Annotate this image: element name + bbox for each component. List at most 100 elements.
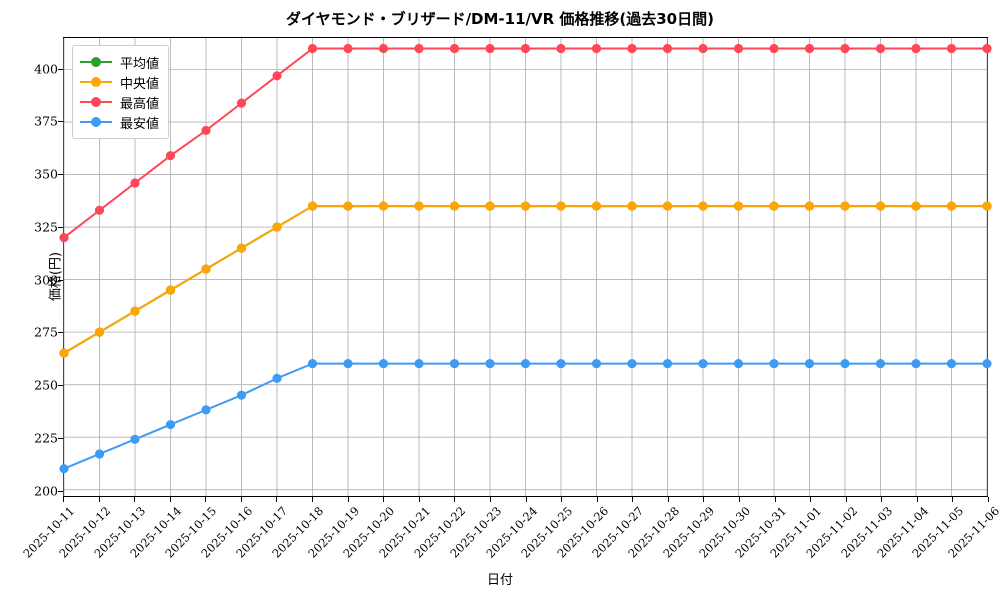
data-point bbox=[130, 306, 140, 316]
x-tick-mark bbox=[454, 497, 456, 502]
data-point bbox=[840, 43, 850, 54]
y-tick-mark bbox=[58, 437, 63, 439]
x-tick-mark bbox=[134, 497, 136, 502]
y-tick-label: 325 bbox=[34, 219, 58, 235]
legend-swatch-icon bbox=[80, 95, 112, 109]
x-tick-mark bbox=[703, 497, 705, 502]
y-tick-mark bbox=[58, 332, 63, 334]
data-point bbox=[94, 327, 105, 337]
x-tick-mark bbox=[596, 497, 598, 502]
data-point bbox=[449, 359, 460, 369]
data-point bbox=[591, 201, 602, 211]
data-point bbox=[272, 71, 282, 81]
x-tick-mark bbox=[525, 497, 527, 502]
data-point bbox=[485, 359, 495, 369]
data-point bbox=[449, 201, 460, 211]
series-line-1 bbox=[63, 205, 988, 355]
data-point bbox=[201, 405, 211, 415]
data-point bbox=[946, 359, 957, 369]
legend-label: 最高値 bbox=[120, 96, 160, 112]
data-series-layer bbox=[59, 43, 992, 474]
x-tick-mark bbox=[561, 497, 563, 502]
data-point bbox=[520, 201, 531, 211]
series-line-3 bbox=[63, 362, 988, 470]
data-point bbox=[804, 359, 815, 369]
data-point bbox=[94, 205, 105, 215]
data-point bbox=[236, 98, 247, 108]
data-point bbox=[343, 201, 353, 211]
data-point bbox=[875, 201, 886, 211]
legend-label: 中央値 bbox=[120, 76, 160, 92]
data-point bbox=[769, 201, 779, 211]
y-tick-mark bbox=[58, 226, 63, 228]
data-point bbox=[875, 43, 886, 54]
legend-swatch-icon bbox=[80, 55, 112, 69]
data-point bbox=[627, 359, 637, 369]
data-point bbox=[769, 43, 779, 54]
x-tick-mark bbox=[916, 497, 918, 502]
x-tick-mark bbox=[667, 497, 669, 502]
x-tick-mark bbox=[988, 497, 989, 502]
x-tick-mark bbox=[383, 497, 385, 502]
x-tick-mark bbox=[98, 497, 100, 502]
data-point bbox=[946, 201, 957, 211]
data-point bbox=[662, 43, 673, 54]
x-tick-mark bbox=[276, 497, 278, 502]
data-point bbox=[307, 43, 318, 54]
y-tick-label: 350 bbox=[34, 166, 58, 182]
x-tick-mark bbox=[489, 497, 491, 502]
data-point bbox=[946, 43, 957, 54]
legend-item-3[interactable]: 最安値 bbox=[80, 112, 159, 132]
data-point bbox=[733, 43, 744, 54]
data-point bbox=[236, 390, 247, 400]
x-tick-mark bbox=[738, 497, 740, 502]
data-point bbox=[875, 359, 886, 369]
x-tick-mark bbox=[952, 497, 954, 502]
chart-legend: 平均値中央値最高値 最安値 bbox=[72, 45, 170, 139]
y-tick-label: 200 bbox=[34, 483, 58, 499]
legend-swatch-icon bbox=[80, 75, 112, 89]
data-point bbox=[414, 201, 424, 211]
y-tick-label: 225 bbox=[34, 430, 58, 446]
x-tick-mark bbox=[845, 497, 847, 502]
data-point bbox=[982, 43, 992, 54]
y-tick-mark bbox=[58, 279, 63, 281]
data-point bbox=[485, 201, 495, 211]
x-tick-mark bbox=[312, 497, 314, 502]
data-point bbox=[343, 43, 353, 54]
x-tick-mark bbox=[347, 497, 349, 502]
data-point bbox=[591, 359, 602, 369]
data-point bbox=[378, 359, 389, 369]
data-point bbox=[130, 434, 140, 444]
data-point bbox=[804, 201, 815, 211]
data-point bbox=[840, 201, 850, 211]
data-point bbox=[627, 43, 637, 54]
data-point bbox=[520, 359, 531, 369]
x-tick-mark bbox=[240, 497, 242, 502]
legend-item-1[interactable]: 中央値 bbox=[80, 72, 159, 92]
data-point bbox=[307, 359, 318, 369]
data-point bbox=[201, 264, 211, 274]
y-tick-label: 250 bbox=[34, 377, 58, 393]
data-point bbox=[627, 201, 637, 211]
x-tick-mark bbox=[418, 497, 420, 502]
y-tick-label: 400 bbox=[34, 61, 58, 77]
data-point bbox=[201, 125, 211, 136]
data-point bbox=[804, 43, 815, 54]
data-point bbox=[272, 373, 282, 383]
legend-item-2[interactable]: 最高値 bbox=[80, 92, 159, 112]
data-point bbox=[236, 243, 247, 253]
data-point bbox=[662, 359, 673, 369]
data-point bbox=[59, 464, 69, 474]
data-point bbox=[449, 43, 460, 54]
data-point bbox=[769, 359, 779, 369]
y-tick-mark bbox=[58, 121, 63, 123]
data-point bbox=[733, 359, 744, 369]
y-tick-mark bbox=[58, 68, 63, 70]
y-tick-label: 300 bbox=[34, 272, 58, 288]
legend-item-0[interactable]: 平均値 bbox=[80, 52, 159, 72]
legend-label: 平均値 bbox=[120, 56, 160, 72]
x-axis-label: 日付 bbox=[486, 573, 513, 588]
data-point bbox=[591, 43, 602, 54]
x-tick-mark bbox=[169, 497, 171, 502]
